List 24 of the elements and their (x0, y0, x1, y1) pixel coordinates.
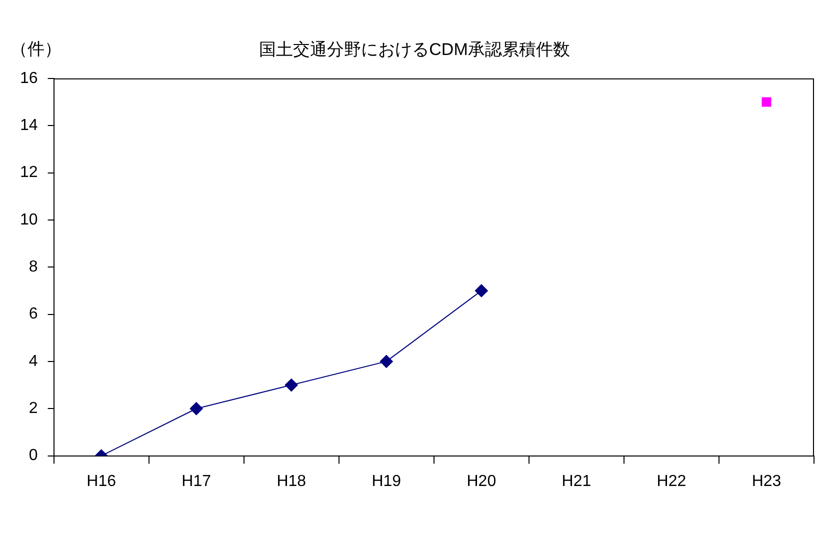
x-tick-label: H20 (466, 472, 496, 490)
y-tick-label: 0 (28, 447, 38, 464)
x-tick-label: H17 (182, 472, 212, 490)
x-tick-label: H18 (276, 472, 306, 490)
y-tick-label: 14 (20, 116, 38, 134)
x-tick-label: H16 (86, 472, 116, 490)
x-tick-label: H22 (656, 472, 686, 490)
x-tick-label: H23 (752, 472, 782, 490)
chart-title: 国土交通分野におけるCDM承認累積件数 (259, 40, 570, 59)
y-tick-label: 4 (28, 352, 38, 370)
y-tick-label: 6 (28, 306, 38, 323)
x-tick-label: H21 (562, 472, 592, 490)
point (190, 402, 203, 416)
y-tick-label: 2 (28, 400, 38, 418)
y-tick-label: 16 (20, 70, 38, 87)
point (284, 378, 298, 392)
point (474, 284, 488, 298)
y-tick-label: 10 (20, 211, 38, 228)
y-axis-title: （件） (10, 40, 62, 59)
point (380, 354, 393, 368)
point (762, 97, 772, 107)
x-tick-label: H19 (372, 472, 402, 490)
y-tick-label: 12 (20, 164, 38, 182)
y-tick-label: 8 (28, 258, 38, 276)
